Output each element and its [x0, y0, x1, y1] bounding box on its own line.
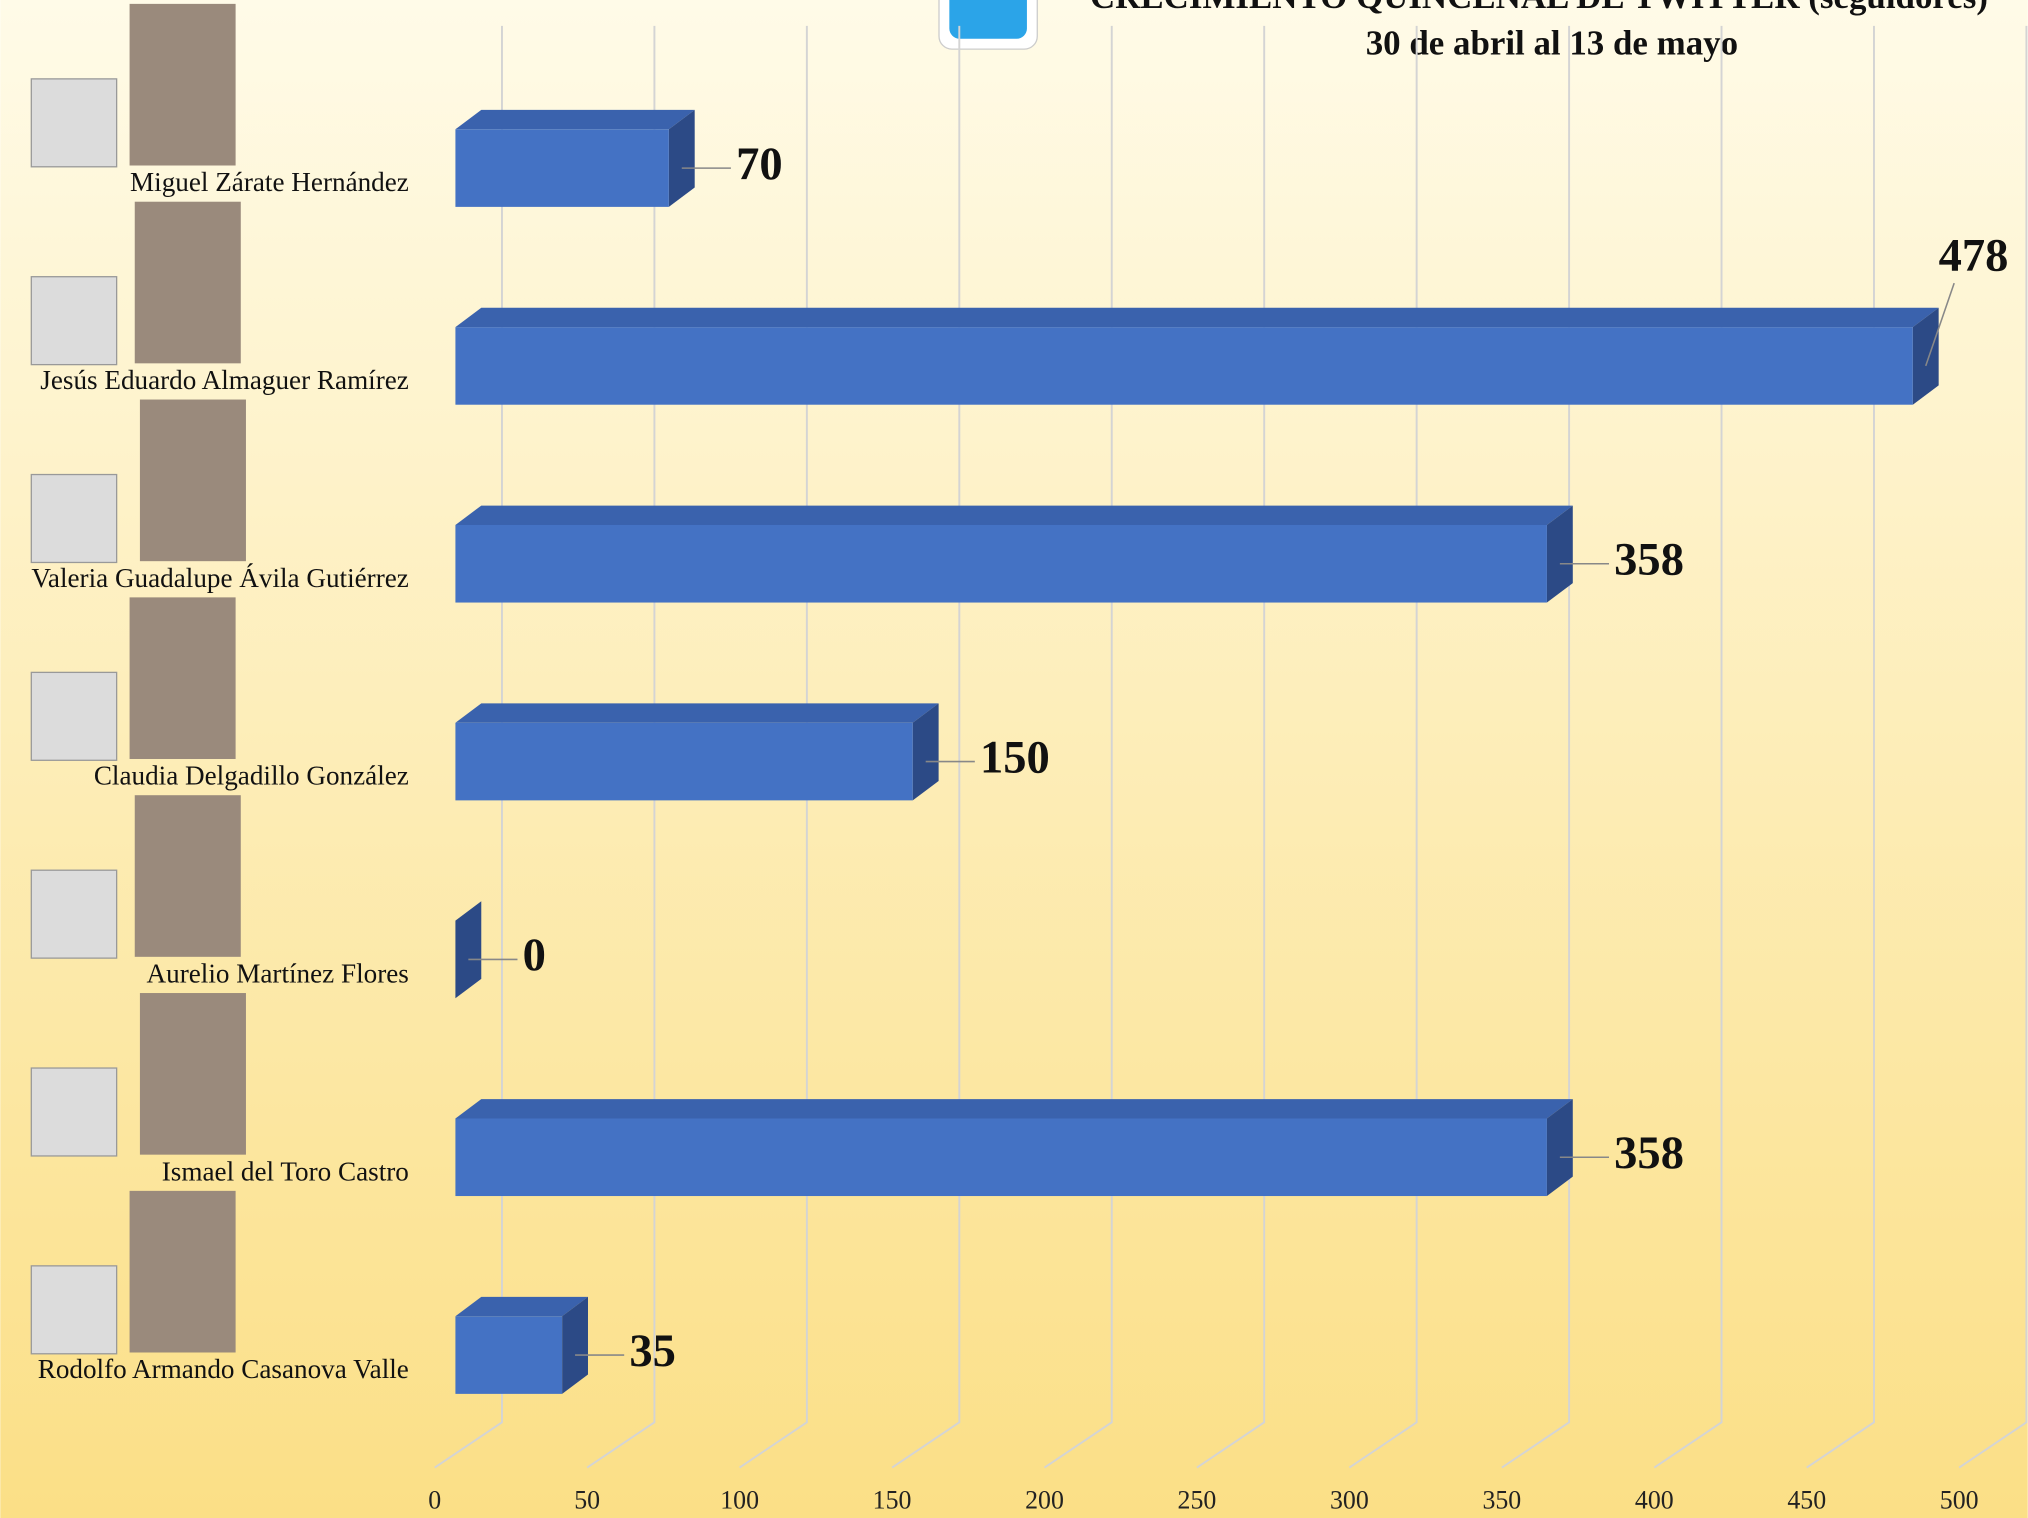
x-tick-label: 300 — [1330, 1485, 1369, 1514]
category-label: Aurelio Martínez Flores — [147, 958, 409, 988]
bar-side — [668, 109, 695, 207]
party-logo — [30, 869, 118, 959]
grid-line — [1806, 25, 1875, 1469]
grid-line — [1501, 25, 1571, 1469]
bar-top — [455, 703, 939, 723]
value-label: 478 — [1939, 231, 2009, 282]
x-tick-label: 100 — [720, 1485, 759, 1514]
bar-top — [455, 505, 1573, 525]
bar-top — [455, 1099, 1573, 1119]
x-tick-label: 200 — [1025, 1485, 1064, 1514]
party-logo — [30, 1067, 118, 1157]
grid-line — [1196, 25, 1266, 1469]
party-logo — [30, 78, 118, 168]
category-label: Claudia Delgadillo González — [94, 761, 409, 791]
party-logo — [30, 671, 118, 761]
bar-side — [912, 703, 939, 801]
bar-side — [1546, 1099, 1573, 1197]
candidate-photo — [139, 993, 246, 1155]
grid-line — [1653, 25, 1723, 1469]
bar-top — [455, 109, 695, 130]
x-tick-label: 500 — [1940, 1485, 1979, 1514]
bar — [455, 1316, 563, 1394]
candidate-photo — [129, 3, 236, 166]
grid-line — [1958, 25, 2028, 1469]
candidate-photo — [129, 1190, 236, 1353]
grid-line — [1043, 25, 1113, 1469]
category-label: Jesús Eduardo Almaguer Ramírez — [40, 365, 409, 395]
bar — [455, 129, 669, 207]
value-label: 70 — [736, 139, 783, 190]
party-logo — [30, 473, 118, 564]
value-label: 150 — [980, 732, 1050, 783]
candidate-photo — [139, 399, 246, 562]
category-label: Valeria Guadalupe Ávila Gutiérrez — [31, 563, 409, 593]
candidate-photo — [129, 597, 236, 759]
category-label: Rodolfo Armando Casanova Valle — [38, 1354, 409, 1384]
bar-side — [1912, 307, 1939, 405]
bar — [455, 327, 1913, 405]
value-label: 358 — [1614, 1128, 1684, 1179]
x-tick-label: 450 — [1787, 1485, 1826, 1514]
value-label: 0 — [523, 930, 546, 981]
value-label: 358 — [1614, 534, 1684, 585]
bar-side — [562, 1296, 588, 1394]
chart-subtitle: 30 de abril al 13 de mayo — [1366, 24, 1738, 63]
bar — [455, 524, 1547, 603]
grid-line — [739, 25, 808, 1469]
bar-side — [455, 901, 482, 999]
x-tick-label: 50 — [574, 1485, 600, 1514]
category-label: Miguel Zárate Hernández — [130, 167, 409, 197]
chart-title: CRECIMIENTO QUINCENAL DE TWITTER (seguid… — [1090, 0, 1988, 16]
x-tick-label: 150 — [873, 1485, 912, 1514]
x-tick-label: 400 — [1635, 1485, 1674, 1514]
category-label: Ismael del Toro Castro — [162, 1156, 409, 1186]
bar — [455, 1118, 1547, 1197]
twitter-icon-inner — [949, 0, 1027, 39]
party-logo — [30, 276, 118, 366]
x-tick-label: 0 — [428, 1485, 441, 1514]
party-logo — [30, 1265, 118, 1355]
grid-line — [586, 25, 656, 1469]
bar-top — [455, 1296, 588, 1317]
bar-top — [455, 307, 1939, 328]
candidate-photo — [134, 795, 241, 957]
value-label: 35 — [629, 1326, 676, 1377]
candidate-photo — [134, 201, 241, 364]
grid-line — [891, 25, 961, 1469]
bar-side — [1546, 505, 1573, 603]
x-tick-label: 350 — [1482, 1485, 1521, 1514]
bar — [455, 722, 913, 801]
x-tick-label: 250 — [1178, 1485, 1217, 1514]
leader-line — [1925, 282, 1955, 367]
grid-line — [434, 25, 503, 1469]
grid-line — [1348, 25, 1418, 1469]
